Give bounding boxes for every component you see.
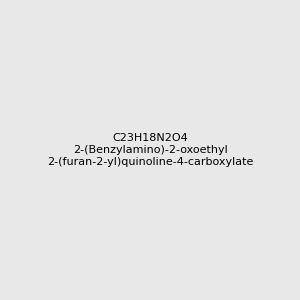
Text: C23H18N2O4
2-(Benzylamino)-2-oxoethyl 2-(furan-2-yl)quinoline-4-carboxylate: C23H18N2O4 2-(Benzylamino)-2-oxoethyl 2-… — [47, 134, 253, 166]
